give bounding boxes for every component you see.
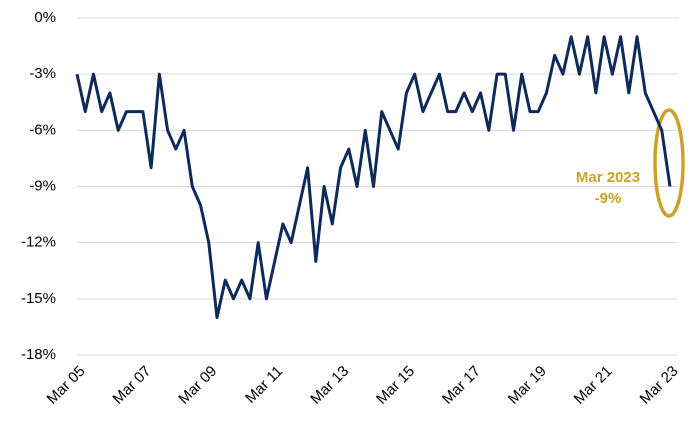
annotation: Mar 2023 [576, 169, 640, 186]
x-tick-label: Mar 11 [242, 363, 286, 407]
x-tick-label: Mar 23 [637, 363, 682, 408]
x-tick-label: Mar 19 [505, 363, 550, 408]
y-tick-label: -3% [29, 65, 56, 82]
x-tick-label: Mar 13 [307, 363, 352, 408]
x-tick-label: Mar 17 [439, 363, 484, 408]
y-tick-label: -12% [21, 234, 56, 251]
x-tick-label: Mar 21 [571, 363, 616, 408]
highlight-ellipse [653, 108, 685, 218]
y-tick-label: 0% [34, 9, 56, 26]
annotation: -9% [595, 190, 622, 207]
x-tick-label: Mar 07 [109, 363, 154, 408]
x-tick-label: Mar 05 [44, 363, 89, 408]
y-tick-label: -15% [21, 290, 56, 307]
data-line [75, 35, 672, 320]
y-tick-label: -6% [29, 121, 56, 138]
y-tick-label: -18% [21, 346, 56, 363]
x-tick-label: Mar 15 [373, 363, 418, 408]
x-tick-label: Mar 09 [175, 363, 220, 408]
y-tick-label: -9% [29, 177, 56, 194]
